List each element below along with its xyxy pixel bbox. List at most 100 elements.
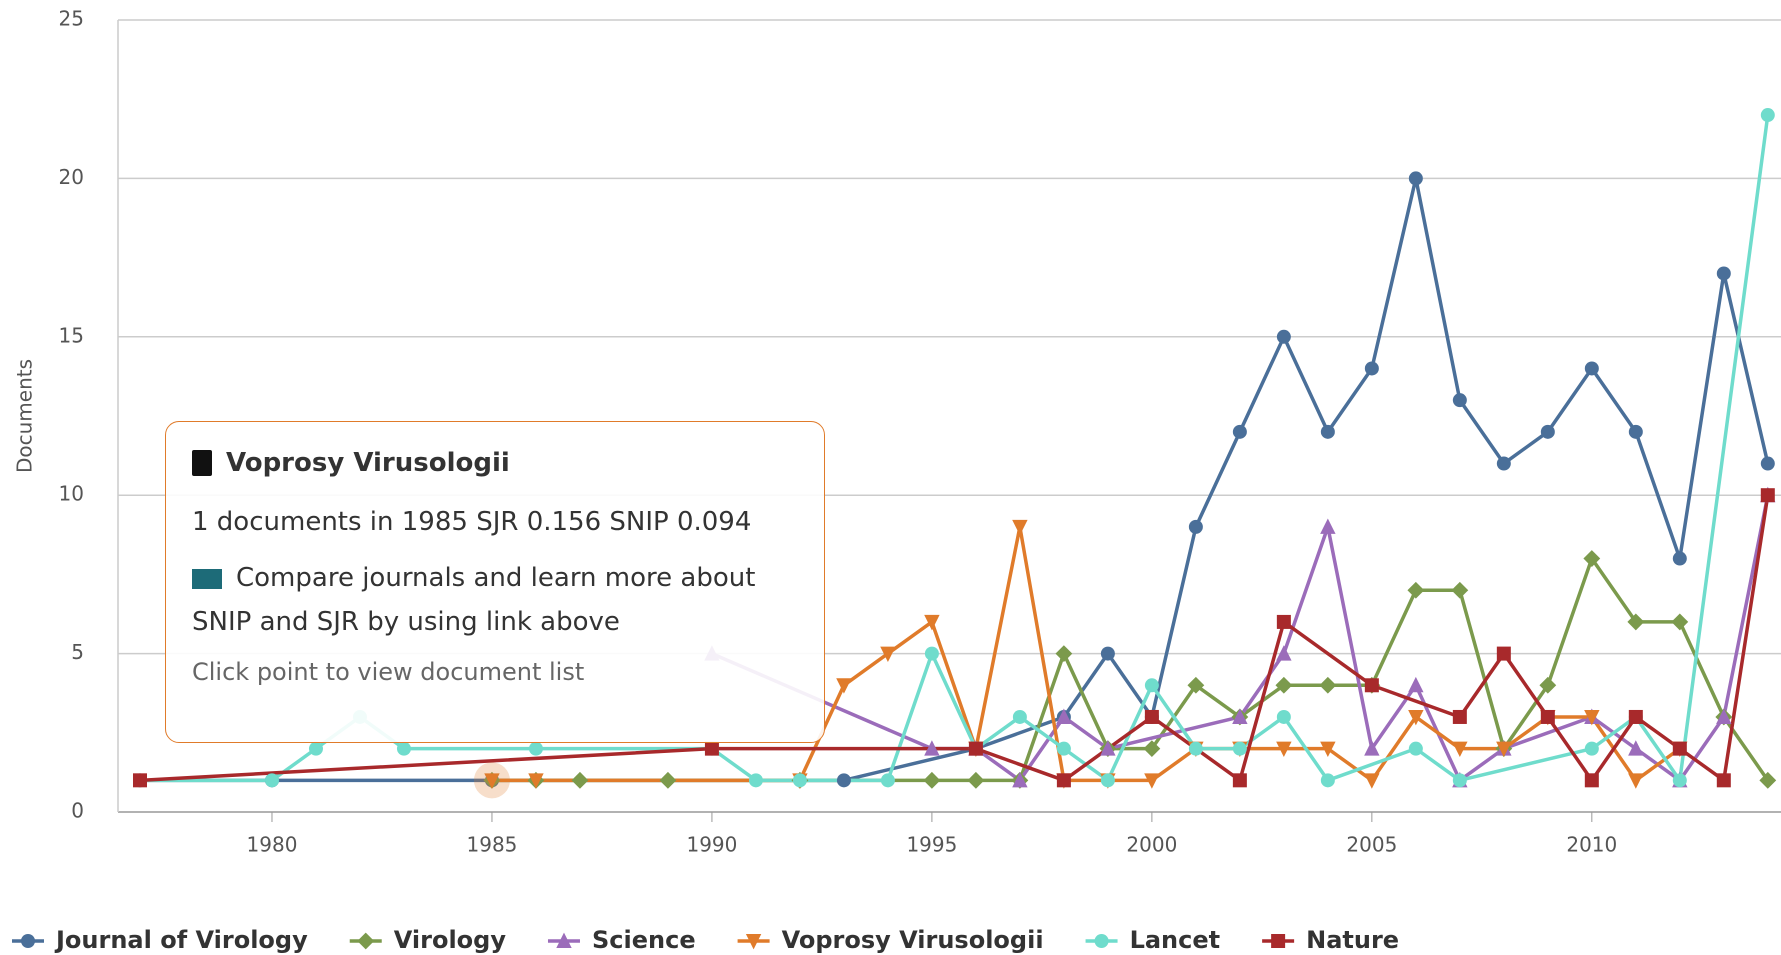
marker — [1275, 676, 1293, 694]
marker — [1364, 361, 1379, 376]
marker — [1451, 581, 1469, 599]
series-line — [711, 494, 1770, 783]
series-line — [139, 176, 1770, 783]
marker — [1760, 456, 1775, 471]
marker — [1232, 708, 1248, 724]
marker — [704, 741, 719, 756]
marker — [1628, 424, 1643, 439]
y-tick-label: 5 — [71, 640, 84, 664]
marker — [1232, 773, 1247, 788]
legend-marker — [556, 932, 572, 948]
marker — [1144, 709, 1159, 724]
marker — [1056, 741, 1071, 756]
marker — [1056, 708, 1072, 724]
marker — [1408, 741, 1423, 756]
legend-marker — [357, 932, 375, 950]
series-line — [139, 494, 1770, 783]
marker — [1320, 741, 1336, 758]
x-tick-label: 1995 — [906, 833, 957, 857]
marker — [396, 741, 411, 756]
legend-marker — [21, 934, 35, 948]
marker — [1759, 771, 1777, 789]
legend-label: Voprosy Virusologii — [782, 926, 1044, 954]
marker — [1012, 519, 1028, 536]
y-tick-label: 0 — [71, 799, 84, 823]
marker — [659, 771, 677, 789]
marker — [1760, 488, 1775, 503]
marker — [1672, 773, 1687, 788]
journal-icon — [192, 450, 212, 476]
marker — [924, 646, 939, 661]
y-tick-label: 20 — [59, 165, 84, 189]
marker — [132, 773, 147, 788]
marker — [1276, 329, 1291, 344]
tooltip-note: Compare journals and learn more about SN… — [192, 563, 756, 637]
legend-marker — [745, 934, 762, 950]
marker — [1628, 709, 1643, 724]
marker — [1584, 361, 1599, 376]
marker — [1452, 741, 1468, 758]
marker — [1452, 393, 1467, 408]
marker — [880, 773, 895, 788]
marker — [1364, 773, 1380, 789]
marker — [528, 741, 543, 756]
marker — [1143, 740, 1161, 758]
legend-label: Nature — [1306, 926, 1399, 954]
y-tick-label: 10 — [59, 482, 84, 506]
marker — [1276, 741, 1292, 758]
x-tick-label: 2000 — [1126, 833, 1177, 857]
tooltip-title: Voprosy Virusologii — [226, 448, 510, 478]
marker — [1319, 676, 1337, 694]
marker — [792, 773, 807, 788]
marker — [1276, 645, 1292, 661]
marker — [880, 646, 896, 662]
marker — [1672, 551, 1687, 566]
marker — [836, 678, 852, 694]
marker — [1364, 678, 1379, 693]
marker — [1320, 424, 1335, 439]
legend-marker — [1271, 934, 1286, 948]
marker — [1539, 676, 1557, 694]
marker — [1671, 613, 1689, 631]
marker — [1583, 550, 1601, 567]
marker — [1627, 613, 1645, 631]
marker — [1056, 773, 1071, 788]
marker — [1144, 773, 1160, 789]
x-tick-label: 1990 — [686, 833, 737, 857]
marker — [923, 771, 941, 789]
marker — [1452, 709, 1467, 724]
marker — [924, 614, 940, 631]
marker — [1452, 773, 1467, 788]
marker — [968, 741, 983, 756]
marker — [1672, 741, 1687, 756]
y-tick-label: 25 — [59, 7, 84, 31]
chart-icon — [192, 568, 222, 589]
marker — [1628, 773, 1644, 789]
marker — [1187, 676, 1205, 694]
marker — [1232, 741, 1247, 756]
marker — [1276, 614, 1291, 629]
marker — [1364, 740, 1380, 756]
marker — [1144, 678, 1159, 693]
marker — [1496, 456, 1511, 471]
marker — [924, 740, 940, 756]
marker — [1716, 708, 1732, 724]
marker — [1628, 740, 1644, 756]
legend-label: Journal of Virology — [54, 926, 308, 954]
marker — [1320, 773, 1335, 788]
marker — [1584, 773, 1599, 788]
marker — [836, 773, 851, 788]
legend-label: Science — [592, 926, 696, 954]
x-tick-label: 2005 — [1346, 833, 1397, 857]
marker — [1055, 645, 1073, 662]
marker — [1188, 741, 1203, 756]
legend-label: Virology — [394, 926, 507, 954]
y-tick-label: 15 — [59, 323, 84, 347]
marker — [748, 773, 763, 788]
marker — [1540, 424, 1555, 439]
marker — [1100, 646, 1115, 661]
marker — [1496, 646, 1511, 661]
legend-label: Lancet — [1130, 926, 1221, 954]
marker — [1760, 108, 1775, 123]
